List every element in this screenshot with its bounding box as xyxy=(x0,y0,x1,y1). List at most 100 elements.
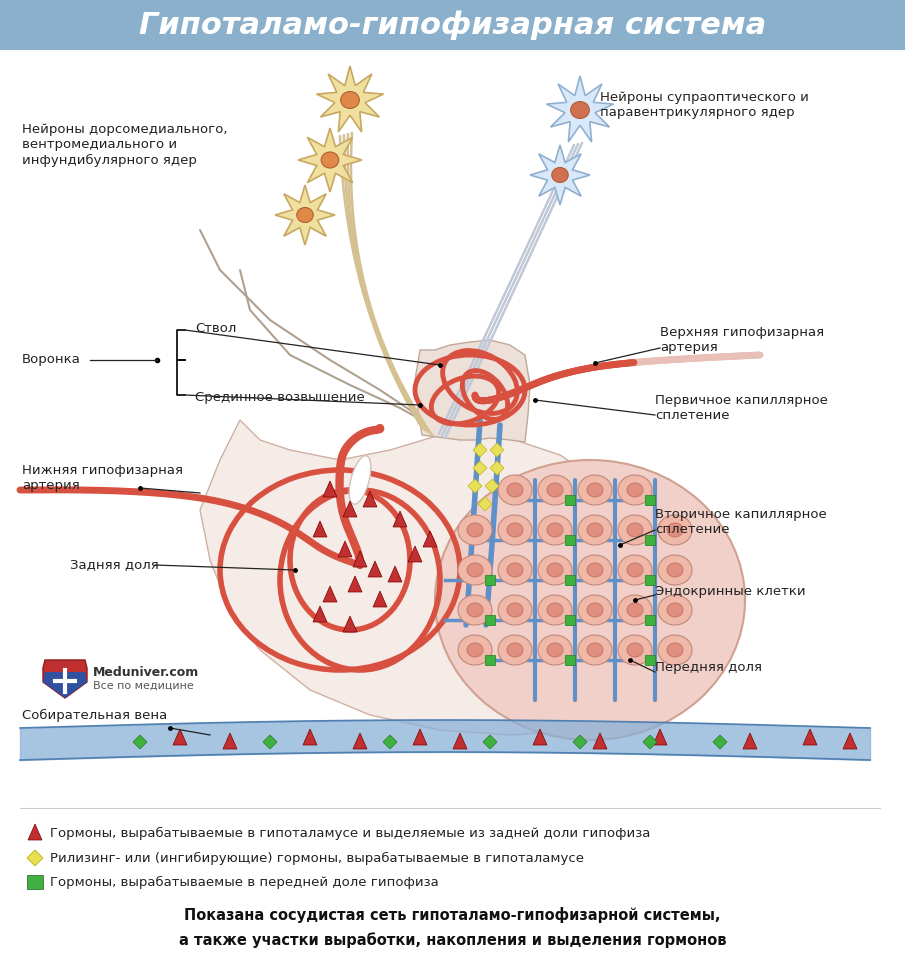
Polygon shape xyxy=(473,443,487,457)
Polygon shape xyxy=(338,541,352,557)
Ellipse shape xyxy=(538,515,572,545)
Polygon shape xyxy=(353,733,367,749)
Polygon shape xyxy=(43,672,87,698)
Polygon shape xyxy=(413,729,427,745)
Polygon shape xyxy=(593,733,607,749)
Ellipse shape xyxy=(578,635,612,665)
Ellipse shape xyxy=(618,555,652,585)
Polygon shape xyxy=(383,735,397,749)
Ellipse shape xyxy=(297,207,313,223)
Polygon shape xyxy=(468,479,482,493)
Polygon shape xyxy=(408,546,422,562)
Polygon shape xyxy=(530,145,590,205)
Text: Показана сосудистая сеть гипоталамо-гипофизарной системы,: Показана сосудистая сеть гипоталамо-гипо… xyxy=(185,907,720,923)
Ellipse shape xyxy=(538,635,572,665)
Polygon shape xyxy=(323,586,337,602)
Polygon shape xyxy=(323,481,337,497)
Text: Нейроны супраоптического и
паравентрикулярного ядер: Нейроны супраоптического и паравентрикул… xyxy=(600,91,809,119)
Polygon shape xyxy=(490,443,504,457)
Ellipse shape xyxy=(538,555,572,585)
Ellipse shape xyxy=(587,483,603,497)
Ellipse shape xyxy=(507,523,523,537)
Ellipse shape xyxy=(578,475,612,505)
Ellipse shape xyxy=(658,595,692,625)
Text: Срединное возвышение: Срединное возвышение xyxy=(195,392,365,404)
Polygon shape xyxy=(533,729,547,745)
Ellipse shape xyxy=(458,515,492,545)
Ellipse shape xyxy=(498,515,532,545)
Ellipse shape xyxy=(618,475,652,505)
Ellipse shape xyxy=(578,555,612,585)
Ellipse shape xyxy=(627,563,643,577)
Ellipse shape xyxy=(498,555,532,585)
Text: Ствол: Ствол xyxy=(195,321,236,334)
Polygon shape xyxy=(453,733,467,749)
Polygon shape xyxy=(483,735,497,749)
Polygon shape xyxy=(645,575,655,585)
Polygon shape xyxy=(303,729,317,745)
Polygon shape xyxy=(565,495,575,505)
Text: Верхняя гипофизарная
артерия: Верхняя гипофизарная артерия xyxy=(660,326,824,354)
Ellipse shape xyxy=(618,595,652,625)
Text: а также участки выработки, накопления и выделения гормонов: а также участки выработки, накопления и … xyxy=(179,932,726,948)
Text: Вторичное капиллярное
сплетение: Вторичное капиллярное сплетение xyxy=(655,508,827,536)
Ellipse shape xyxy=(458,555,492,585)
Polygon shape xyxy=(223,733,237,749)
Polygon shape xyxy=(348,576,362,592)
Polygon shape xyxy=(27,850,43,866)
Polygon shape xyxy=(415,340,530,442)
Ellipse shape xyxy=(658,635,692,665)
Text: Нижняя гипофизарная
артерия: Нижняя гипофизарная артерия xyxy=(22,464,183,492)
Polygon shape xyxy=(313,521,327,537)
Text: Meduniver.com: Meduniver.com xyxy=(93,665,199,678)
Ellipse shape xyxy=(538,595,572,625)
Ellipse shape xyxy=(507,483,523,497)
Ellipse shape xyxy=(587,603,603,617)
Text: Воронка: Воронка xyxy=(22,354,81,366)
Polygon shape xyxy=(393,511,407,527)
Polygon shape xyxy=(645,615,655,625)
Polygon shape xyxy=(27,875,43,889)
Polygon shape xyxy=(573,735,587,749)
Text: Нейроны дорсомедиального,
вентромедиального и
инфундибулярного ядер: Нейроны дорсомедиального, вентромедиальн… xyxy=(22,123,227,166)
Polygon shape xyxy=(843,733,857,749)
Polygon shape xyxy=(485,615,495,625)
Polygon shape xyxy=(565,615,575,625)
Ellipse shape xyxy=(658,555,692,585)
Text: Гипоталамо-гипофизарная система: Гипоталамо-гипофизарная система xyxy=(138,10,767,40)
Ellipse shape xyxy=(667,643,683,657)
Ellipse shape xyxy=(667,563,683,577)
Ellipse shape xyxy=(587,643,603,657)
Ellipse shape xyxy=(349,455,371,504)
Ellipse shape xyxy=(507,603,523,617)
Ellipse shape xyxy=(627,643,643,657)
Polygon shape xyxy=(313,606,327,622)
Ellipse shape xyxy=(507,643,523,657)
Polygon shape xyxy=(565,535,575,545)
Ellipse shape xyxy=(507,563,523,577)
Ellipse shape xyxy=(498,635,532,665)
Ellipse shape xyxy=(547,643,563,657)
Polygon shape xyxy=(343,501,357,517)
Ellipse shape xyxy=(498,475,532,505)
Text: Передняя доля: Передняя доля xyxy=(655,661,762,674)
Ellipse shape xyxy=(587,523,603,537)
Ellipse shape xyxy=(667,603,683,617)
Polygon shape xyxy=(485,479,499,493)
Polygon shape xyxy=(363,491,377,507)
Ellipse shape xyxy=(467,523,483,537)
Text: Задняя доля: Задняя доля xyxy=(70,559,158,572)
Polygon shape xyxy=(490,461,504,475)
Polygon shape xyxy=(298,128,362,192)
Polygon shape xyxy=(743,733,757,749)
Ellipse shape xyxy=(458,595,492,625)
Ellipse shape xyxy=(538,475,572,505)
Ellipse shape xyxy=(618,515,652,545)
FancyBboxPatch shape xyxy=(0,0,905,50)
Polygon shape xyxy=(485,575,495,585)
Ellipse shape xyxy=(458,635,492,665)
Ellipse shape xyxy=(547,523,563,537)
Ellipse shape xyxy=(547,603,563,617)
Ellipse shape xyxy=(578,595,612,625)
Ellipse shape xyxy=(435,460,745,740)
